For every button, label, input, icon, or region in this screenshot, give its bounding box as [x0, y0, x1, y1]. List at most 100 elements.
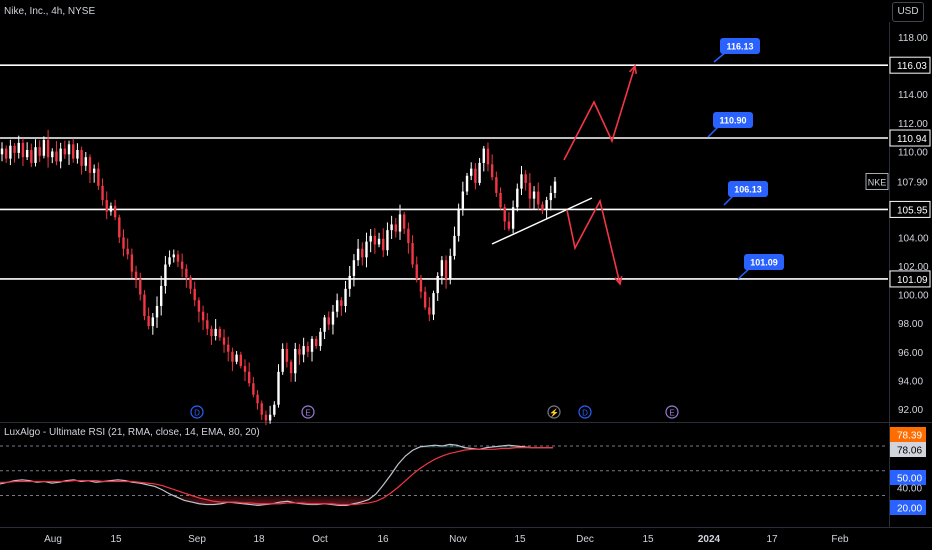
- candle-body: [206, 320, 209, 329]
- candle-body: [197, 300, 201, 312]
- rsi-oversold-fill: [0, 495, 553, 506]
- candle-body: [532, 191, 536, 199]
- candle-body: [465, 175, 469, 192]
- price-tick-label: 102.00: [898, 262, 929, 273]
- candle-body: [419, 278, 423, 292]
- candle-body: [38, 147, 41, 156]
- projection-path[interactable]: [566, 198, 621, 285]
- level-callout-box[interactable]: [728, 181, 768, 197]
- candle-body: [449, 255, 452, 279]
- price-tick-label: 92.00: [898, 405, 923, 416]
- candle-body: [105, 200, 108, 212]
- rsi-axis-box: [890, 442, 926, 457]
- candle-body: [164, 264, 167, 286]
- rsi-axis-label: 78.39: [897, 431, 922, 442]
- level-price-box: [889, 200, 931, 218]
- price-tick-label: 112.00: [898, 119, 928, 130]
- candle-body: [42, 140, 46, 156]
- candle-body: [268, 414, 272, 421]
- candle-body: [398, 214, 402, 232]
- candle-body: [306, 346, 310, 352]
- time-tick-label: 2024: [698, 534, 721, 545]
- candle-body: [46, 140, 50, 158]
- candle-body: [440, 260, 444, 276]
- candle-body: [80, 150, 83, 166]
- candle-body: [239, 354, 242, 367]
- level-callout-box[interactable]: [744, 254, 784, 270]
- level-price-label: 105.95: [897, 205, 928, 216]
- candle-body: [520, 174, 523, 189]
- candle-body: [470, 168, 473, 176]
- candle-body: [63, 148, 67, 155]
- candle-body: [13, 145, 16, 153]
- candle-body: [411, 243, 414, 265]
- candle-body: [126, 248, 129, 255]
- event-marker[interactable]: E: [301, 405, 315, 419]
- candle-body: [176, 254, 180, 262]
- candle-body: [495, 177, 498, 193]
- candle-body: [428, 307, 431, 315]
- candle-body: [25, 150, 29, 158]
- projection-path[interactable]: [563, 65, 636, 161]
- event-marker[interactable]: ⚡: [547, 405, 561, 419]
- candle-body: [0, 148, 4, 155]
- rsi-axis-box: [890, 427, 926, 442]
- candle-body: [185, 268, 188, 278]
- candle-body: [361, 248, 364, 258]
- time-tick-label: Feb: [831, 534, 849, 545]
- candle-body: [180, 261, 184, 269]
- candle-body: [461, 191, 465, 209]
- rsi-axis-label: 20.00: [897, 504, 922, 515]
- candle-body: [260, 403, 263, 415]
- candle-body: [92, 168, 96, 173]
- rsi-signal-line: [0, 447, 553, 506]
- candle-body: [348, 275, 351, 289]
- indicator-title: LuxAlgo - Ultimate RSI (21, RMA, close, …: [4, 427, 260, 438]
- candle-body: [373, 235, 377, 245]
- event-marker[interactable]: E: [665, 405, 679, 419]
- candle-body: [289, 361, 293, 374]
- candle-body: [155, 305, 159, 318]
- level-price-label: 110.94: [897, 134, 927, 145]
- candle-body: [319, 331, 322, 347]
- candle-body: [281, 348, 284, 372]
- candle-body: [189, 277, 192, 289]
- candle-body: [285, 348, 289, 362]
- candle-body: [545, 200, 548, 211]
- candle-body: [118, 217, 121, 238]
- candle-body: [390, 224, 393, 231]
- candle-body: [335, 300, 339, 312]
- candle-body: [193, 288, 196, 301]
- level-price-label: 116.03: [897, 61, 927, 72]
- candle-body: [252, 383, 255, 395]
- candle-body: [553, 181, 557, 193]
- level-callout-box[interactable]: [713, 112, 753, 128]
- level-callout-box[interactable]: [720, 38, 760, 54]
- price-tick-label: 100.00: [898, 291, 929, 302]
- projection-arrowhead: [614, 276, 623, 286]
- candle-body: [453, 235, 456, 256]
- candle-body: [486, 148, 490, 165]
- price-tick-label: 94.00: [898, 376, 923, 387]
- candle-body: [113, 205, 117, 218]
- candle-body: [9, 145, 12, 159]
- time-tick-label: Oct: [312, 534, 328, 545]
- candle-body: [51, 151, 54, 158]
- candle-body: [214, 328, 217, 337]
- candle-body: [210, 328, 213, 337]
- event-marker[interactable]: D: [578, 405, 592, 419]
- currency-button[interactable]: USD: [892, 2, 924, 22]
- candle-body: [499, 192, 502, 208]
- candle-body: [172, 254, 175, 258]
- time-tick-label: 17: [766, 534, 778, 545]
- candle-body: [482, 148, 485, 163]
- candle-body: [528, 182, 532, 199]
- trendline[interactable]: [491, 197, 593, 245]
- level-callout-label: 106.13: [734, 185, 762, 195]
- candle-body: [507, 221, 511, 229]
- time-tick-label: 15: [514, 534, 526, 545]
- symbol-title: Nike, Inc., 4h, NYSE: [4, 6, 96, 17]
- rsi-axis-label: 50.00: [897, 474, 922, 485]
- event-marker[interactable]: D: [190, 405, 204, 419]
